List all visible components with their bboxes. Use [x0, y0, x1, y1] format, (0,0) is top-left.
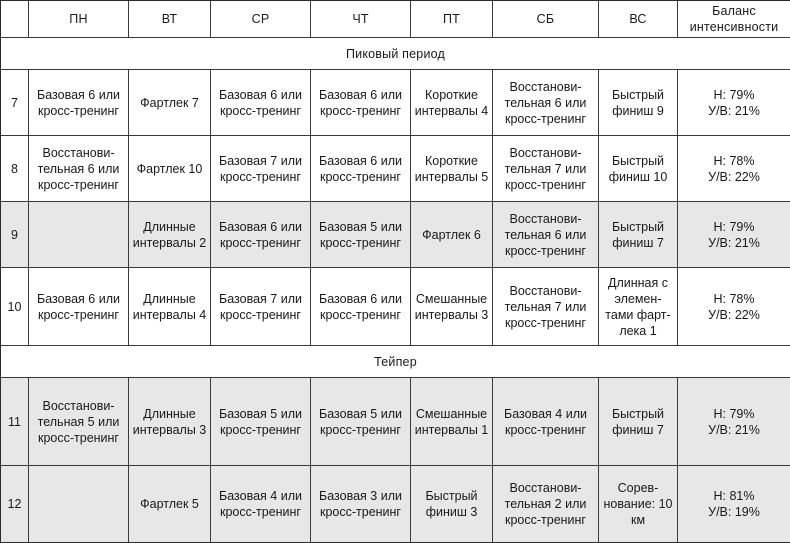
cell-thursday: Базовая 5 или кросс-тренинг — [311, 202, 411, 268]
cell-sunday: Быстрый финиш 7 — [599, 202, 678, 268]
cell-wednesday: Базовая 6 или кросс-тренинг — [211, 70, 311, 136]
cell-saturday: Восстанови-тельная 6 или кросс-тренинг — [493, 70, 599, 136]
cell-sunday: Быстрый финиш 10 — [599, 136, 678, 202]
cell-friday: Смешанные интервалы 3 — [411, 268, 493, 346]
week-number-cell: 10 — [1, 268, 29, 346]
balance-hard-percent: Н: 79% — [714, 88, 755, 102]
balance-easy-percent: У/В: 21% — [708, 423, 760, 437]
balance-hard-percent: Н: 78% — [714, 292, 755, 306]
cell-friday: Короткие интервалы 4 — [411, 70, 493, 136]
balance-hard-percent: Н: 79% — [714, 407, 755, 421]
cell-wednesday: Базовая 6 или кросс-тренинг — [211, 202, 311, 268]
column-header-thursday: ЧТ — [311, 1, 411, 38]
cell-intensity-balance: Н: 79% У/В: 21% — [678, 70, 790, 136]
column-header-saturday: СБ — [493, 1, 599, 38]
cell-tuesday: Фартлек 10 — [129, 136, 211, 202]
balance-easy-percent: У/В: 22% — [708, 170, 760, 184]
cell-tuesday: Фартлек 5 — [129, 466, 211, 543]
cell-tuesday: Длинные интервалы 2 — [129, 202, 211, 268]
table-header: ПН ВТ СР ЧТ ПТ СБ ВС Баланс интенсивност… — [1, 1, 790, 38]
section-title-peak: Пиковый период — [1, 38, 790, 70]
cell-wednesday: Базовая 7 или кросс-тренинг — [211, 268, 311, 346]
header-corner-empty — [1, 1, 29, 38]
week-number-cell: 8 — [1, 136, 29, 202]
cell-friday: Фартлек 6 — [411, 202, 493, 268]
balance-hard-percent: Н: 78% — [714, 154, 755, 168]
section-header-row-peak: Пиковый период — [1, 38, 790, 70]
cell-sunday: Быстрый финиш 7 — [599, 378, 678, 466]
cell-monday: Базовая 6 или кросс-тренинг — [29, 70, 129, 136]
table-row: 8 Восстанови-тельная 6 или кросс-тренинг… — [1, 136, 790, 202]
table-row: 12 Фартлек 5 Базовая 4 или кросс-тренинг… — [1, 466, 790, 543]
intensity-balance-label-line2: интенсивности — [690, 20, 779, 34]
cell-friday: Короткие интервалы 5 — [411, 136, 493, 202]
balance-hard-percent: Н: 79% — [714, 220, 755, 234]
column-header-intensity-balance: Баланс интенсивности — [678, 1, 790, 38]
cell-sunday: Сорев-нование: 10 км — [599, 466, 678, 543]
cell-thursday: Базовая 6 или кросс-тренинг — [311, 70, 411, 136]
cell-saturday: Восстанови-тельная 6 или кросс-тренинг — [493, 202, 599, 268]
week-number-cell: 7 — [1, 70, 29, 136]
cell-saturday: Базовая 4 или кросс-тренинг — [493, 378, 599, 466]
intensity-balance-label-line1: Баланс — [712, 4, 756, 18]
column-header-wednesday: СР — [211, 1, 311, 38]
cell-thursday: Базовая 6 или кросс-тренинг — [311, 136, 411, 202]
cell-intensity-balance: Н: 78% У/В: 22% — [678, 136, 790, 202]
balance-easy-percent: У/В: 21% — [708, 104, 760, 118]
cell-tuesday: Фартлек 7 — [129, 70, 211, 136]
week-number-cell: 11 — [1, 378, 29, 466]
cell-monday: Восстанови-тельная 5 или кросс-тренинг — [29, 378, 129, 466]
cell-monday — [29, 466, 129, 543]
cell-intensity-balance: Н: 79% У/В: 21% — [678, 378, 790, 466]
cell-sunday: Быстрый финиш 9 — [599, 70, 678, 136]
cell-intensity-balance: Н: 78% У/В: 22% — [678, 268, 790, 346]
cell-thursday: Базовая 5 или кросс-тренинг — [311, 378, 411, 466]
cell-wednesday: Базовая 4 или кросс-тренинг — [211, 466, 311, 543]
table-row: 7 Базовая 6 или кросс-тренинг Фартлек 7 … — [1, 70, 790, 136]
balance-hard-percent: Н: 81% — [714, 489, 755, 503]
cell-tuesday: Длинные интервалы 3 — [129, 378, 211, 466]
cell-sunday: Длинная с элемен-тами фарт-лека 1 — [599, 268, 678, 346]
cell-wednesday: Базовая 7 или кросс-тренинг — [211, 136, 311, 202]
header-row: ПН ВТ СР ЧТ ПТ СБ ВС Баланс интенсивност… — [1, 1, 790, 38]
cell-friday: Быстрый финиш 3 — [411, 466, 493, 543]
section-title-taper: Тейпер — [1, 346, 790, 378]
balance-easy-percent: У/В: 19% — [708, 505, 760, 519]
table-row: 10 Базовая 6 или кросс-тренинг Длинные и… — [1, 268, 790, 346]
cell-thursday: Базовая 3 или кросс-тренинг — [311, 466, 411, 543]
cell-thursday: Базовая 6 или кросс-тренинг — [311, 268, 411, 346]
week-number-cell: 9 — [1, 202, 29, 268]
cell-intensity-balance: Н: 81% У/В: 19% — [678, 466, 790, 543]
column-header-tuesday: ВТ — [129, 1, 211, 38]
table-body: Пиковый период 7 Базовая 6 или кросс-тре… — [1, 38, 790, 543]
cell-monday — [29, 202, 129, 268]
cell-saturday: Восстанови-тельная 2 или кросс-тренинг — [493, 466, 599, 543]
column-header-friday: ПТ — [411, 1, 493, 38]
section-header-row-taper: Тейпер — [1, 346, 790, 378]
balance-easy-percent: У/В: 21% — [708, 236, 760, 250]
cell-intensity-balance: Н: 79% У/В: 21% — [678, 202, 790, 268]
cell-monday: Базовая 6 или кросс-тренинг — [29, 268, 129, 346]
cell-saturday: Восстанови-тельная 7 или кросс-тренинг — [493, 136, 599, 202]
balance-easy-percent: У/В: 22% — [708, 308, 760, 322]
table-row: 11 Восстанови-тельная 5 или кросс-тренин… — [1, 378, 790, 466]
cell-wednesday: Базовая 5 или кросс-тренинг — [211, 378, 311, 466]
week-number-cell: 12 — [1, 466, 29, 543]
cell-saturday: Восстанови-тельная 7 или кросс-тренинг — [493, 268, 599, 346]
column-header-sunday: ВС — [599, 1, 678, 38]
cell-tuesday: Длинные интервалы 4 — [129, 268, 211, 346]
column-header-monday: ПН — [29, 1, 129, 38]
cell-friday: Смешанные интервалы 1 — [411, 378, 493, 466]
table-row: 9 Длинные интервалы 2 Базовая 6 или крос… — [1, 202, 790, 268]
cell-monday: Восстанови-тельная 6 или кросс-тренинг — [29, 136, 129, 202]
